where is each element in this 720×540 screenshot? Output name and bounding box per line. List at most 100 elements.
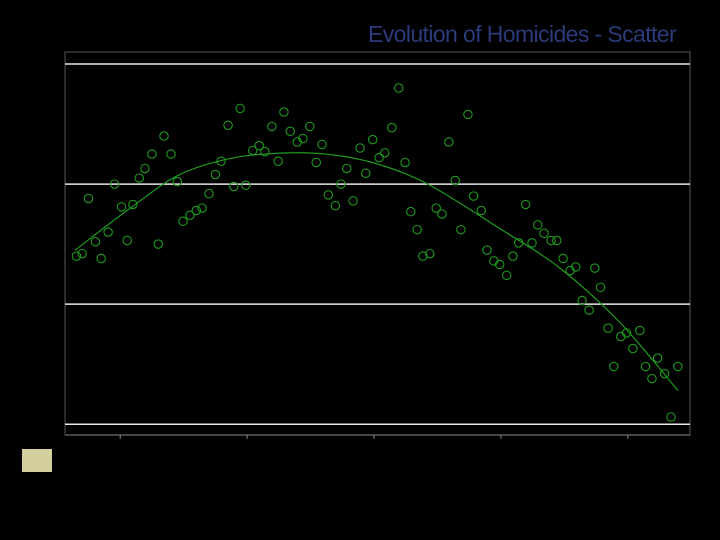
scatter-point <box>400 157 410 168</box>
scatter-point <box>666 412 676 422</box>
scatter-point <box>83 193 94 204</box>
scatter-point <box>387 122 397 133</box>
scatter-point <box>172 176 183 187</box>
scatter-point <box>374 152 384 163</box>
scatter-point <box>412 224 422 235</box>
scatter-point <box>323 190 334 200</box>
scatter-point <box>539 228 549 239</box>
scatter-point <box>330 200 341 211</box>
scatter-point <box>311 157 322 168</box>
scatter-point <box>444 137 454 147</box>
scatter-point <box>425 248 435 259</box>
scatter-point <box>178 216 188 227</box>
scatter-point <box>355 143 365 153</box>
scatter-point <box>463 109 473 120</box>
scatter-point <box>628 343 638 354</box>
scatter-point <box>652 353 663 363</box>
scatter-point <box>468 191 479 201</box>
scatter-point <box>71 251 82 261</box>
scatter-point <box>109 179 120 189</box>
scatter-point <box>116 202 127 212</box>
scatter-point <box>348 196 358 206</box>
scatter-point <box>134 173 144 183</box>
scatter-point <box>406 206 416 217</box>
scatter-point <box>140 163 150 174</box>
scatter-point <box>508 251 518 261</box>
scatter-point <box>501 270 512 281</box>
scatter-point <box>520 199 531 210</box>
scatter-point <box>450 175 460 186</box>
scatter-point <box>260 146 270 157</box>
scatter-point <box>367 134 378 145</box>
scatter-point <box>153 239 164 249</box>
trend-line <box>74 152 679 391</box>
scatter-point <box>128 199 138 210</box>
scatter-point <box>456 224 466 235</box>
scatter-point <box>216 156 226 167</box>
scatter-point <box>77 248 87 259</box>
scatter-point <box>659 369 670 379</box>
scatter-point <box>210 169 221 180</box>
scatter-point <box>248 145 258 156</box>
x-tick-label: 100 <box>619 443 637 455</box>
scatter-point <box>513 238 524 248</box>
scatter-point <box>159 131 169 141</box>
scatter-point <box>241 180 251 191</box>
scatter-point <box>229 181 239 192</box>
x-tick-label: 40 <box>241 443 253 455</box>
scatter-point <box>603 323 613 333</box>
scatter-point <box>361 168 371 179</box>
scatter-point <box>527 238 537 248</box>
scatter-point <box>90 236 101 247</box>
scatter-point <box>584 305 594 315</box>
scatter-point <box>546 235 556 246</box>
scatter-point <box>305 121 315 132</box>
scatter-point <box>558 253 568 264</box>
scatter-point <box>476 205 486 216</box>
scatter-point <box>204 188 214 199</box>
scatter-point <box>147 149 157 159</box>
y-tick-label: 0 <box>53 418 59 430</box>
scatter-point <box>191 205 202 216</box>
chart-title: Evolution of Homicides - Scatter <box>368 21 677 47</box>
scatter-point <box>166 149 176 159</box>
scatter-point <box>482 245 492 255</box>
scatter-point <box>431 203 441 213</box>
scatter-point <box>571 262 581 272</box>
scatter-point <box>235 103 245 114</box>
scatter-point <box>595 282 606 293</box>
scatter-point <box>197 203 207 213</box>
scatter-point <box>640 361 651 372</box>
legend-swatch <box>22 449 52 472</box>
scatter-point <box>394 83 404 93</box>
y-tick-label: 3 <box>53 58 59 70</box>
x-tick-label: 60 <box>368 443 380 455</box>
scatter-point <box>122 235 132 246</box>
x-tick-label: 80 <box>495 443 507 455</box>
scatter-point <box>254 140 264 151</box>
scatter-point <box>609 361 619 372</box>
scatter-point <box>185 210 195 221</box>
scatter-point <box>336 179 346 189</box>
scatter-point <box>223 120 233 130</box>
scatter-point <box>673 361 683 372</box>
scatter-point <box>418 251 428 261</box>
y-tick-label: 1 <box>53 298 59 310</box>
scatter-point <box>103 227 113 237</box>
scatter-point <box>298 133 308 144</box>
scatter-point <box>552 235 562 246</box>
scatter-point <box>96 253 106 264</box>
scatter-point <box>285 126 296 136</box>
scatter-point <box>380 148 390 158</box>
scatter-point <box>267 121 277 132</box>
scatter-point <box>577 295 587 306</box>
x-tick-label: 20 <box>114 443 126 455</box>
scatter-point <box>279 107 289 117</box>
scatter-point <box>635 325 645 336</box>
scatter-point <box>590 263 600 273</box>
scatter-point <box>647 373 657 384</box>
scatter-point <box>437 209 447 219</box>
scatter-point <box>532 220 543 230</box>
scatter-point <box>273 156 283 167</box>
